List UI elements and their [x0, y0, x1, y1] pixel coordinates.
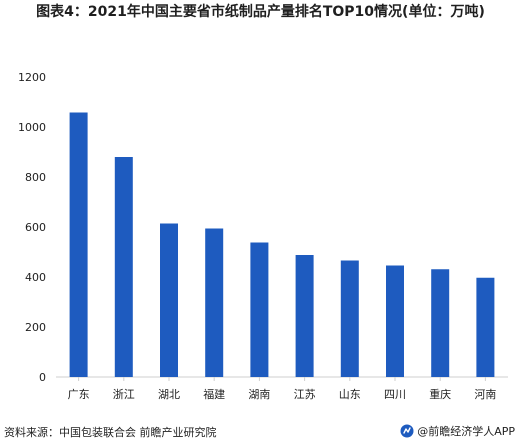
y-tick-label: 800 — [25, 171, 46, 184]
x-tick-label: 山东 — [339, 388, 361, 401]
y-tick-label: 200 — [25, 321, 46, 334]
bar — [431, 269, 450, 377]
source-note: 资料来源：中国包装联合会 前瞻产业研究院 — [4, 426, 217, 439]
bar — [205, 228, 224, 377]
x-tick-label: 浙江 — [113, 388, 135, 401]
brand-credit: @前瞻经济学人APP — [400, 423, 515, 439]
bar — [340, 260, 359, 377]
bar — [114, 157, 133, 377]
x-tick-label: 湖北 — [158, 388, 180, 401]
y-tick-label: 1000 — [18, 121, 46, 134]
x-tick-label: 江苏 — [294, 388, 316, 401]
qianzhan-logo-icon — [400, 424, 414, 438]
bar — [295, 255, 314, 377]
x-tick-label: 湖南 — [248, 388, 270, 401]
bar — [160, 223, 178, 377]
bar — [69, 112, 88, 377]
bar — [250, 242, 269, 377]
x-tick-label: 福建 — [203, 387, 225, 401]
x-tick-label: 河南 — [474, 388, 496, 401]
brand-label: @前瞻经济学人APP — [417, 425, 515, 438]
bar — [476, 277, 495, 377]
x-tick-label: 广东 — [68, 388, 90, 401]
bar — [386, 265, 404, 377]
x-tick-label: 四川 — [384, 388, 406, 401]
y-tick-label: 0 — [39, 371, 46, 384]
chart-title: 图表4：2021年中国主要省市纸制品产量排名TOP10情况(单位：万吨) — [36, 4, 485, 20]
y-tick-label: 1200 — [18, 71, 46, 84]
x-tick-label: 重庆 — [429, 387, 451, 401]
y-tick-label: 600 — [25, 221, 46, 234]
y-tick-label: 400 — [25, 271, 46, 284]
